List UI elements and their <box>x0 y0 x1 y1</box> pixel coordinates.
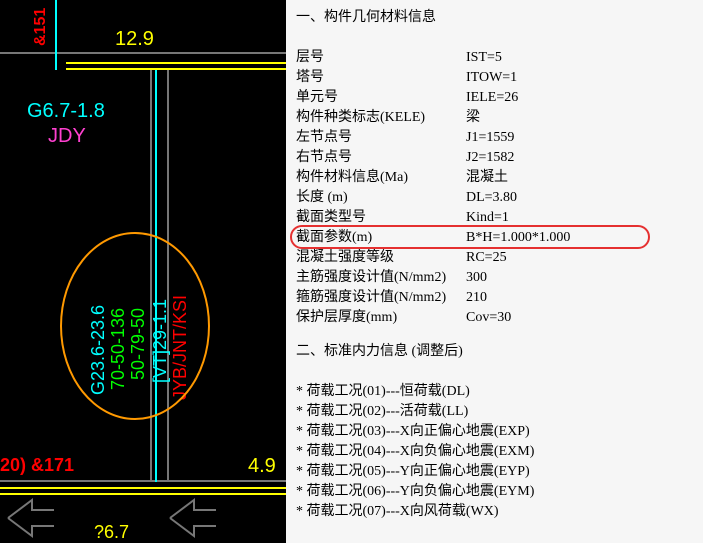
loadcase-row: * 荷载工况(06)---Y向负偏心地震(EYM) <box>296 482 693 502</box>
property-label: 箍筋强度设计值(N/mm2) <box>296 288 466 308</box>
property-row: 构件种类标志(KELE)梁 <box>296 108 693 128</box>
property-row: 保护层厚度(mm)Cov=30 <box>296 308 693 328</box>
cad-label-col2: 70-50-136 <box>108 308 129 390</box>
property-value: B*H=1.000*1.000 <box>466 228 693 248</box>
cad-label-col3: 50-79-50 <box>128 308 149 380</box>
loadcase-rows: * 荷载工况(01)---恒荷载(DL)* 荷载工况(02)---活荷载(LL)… <box>296 382 693 522</box>
property-label: 构件材料信息(Ma) <box>296 168 466 188</box>
loadcase-row: * 荷载工况(05)---Y向正偏心地震(EYP) <box>296 462 693 482</box>
cad-line <box>0 487 286 489</box>
property-value: 300 <box>466 268 693 288</box>
cad-label-col1: G23.6-23.6 <box>88 305 109 395</box>
cad-label-gdim: G6.7-1.8 <box>27 100 105 123</box>
property-row: 混凝土强度等级RC=25 <box>296 248 693 268</box>
cad-label-topleft: &151 <box>32 8 50 46</box>
cad-label-jdy: JDY <box>48 125 86 148</box>
property-label: 保护层厚度(mm) <box>296 308 466 328</box>
property-row: 层号IST=5 <box>296 48 693 68</box>
loadcase-row: * 荷载工况(02)---活荷载(LL) <box>296 402 693 422</box>
property-label: 主筋强度设计值(N/mm2) <box>296 268 466 288</box>
arrow-icon <box>168 498 218 540</box>
property-value: IST=5 <box>466 48 693 68</box>
arrow-icon <box>6 498 56 540</box>
property-label: 构件种类标志(KELE) <box>296 108 466 128</box>
property-label: 层号 <box>296 48 466 68</box>
cad-label-botnum2: ?6.7 <box>94 522 129 543</box>
cad-label-topnum: 12.9 <box>115 28 154 51</box>
property-value: Cov=30 <box>466 308 693 328</box>
cad-line <box>155 70 157 482</box>
loadcase-row: * 荷载工况(01)---恒荷载(DL) <box>296 382 693 402</box>
cad-line <box>0 52 286 54</box>
property-value: 210 <box>466 288 693 308</box>
section1-title: 一、构件几何材料信息 <box>296 8 693 28</box>
property-row: 截面参数(m)B*H=1.000*1.000 <box>296 228 693 248</box>
property-value: J1=1559 <box>466 128 693 148</box>
section2-title: 二、标准内力信息 (调整后) <box>296 342 693 362</box>
property-label: 单元号 <box>296 88 466 108</box>
property-label: 右节点号 <box>296 148 466 168</box>
property-label: 截面参数(m) <box>296 228 466 248</box>
property-value: J2=1582 <box>466 148 693 168</box>
property-value: Kind=1 <box>466 208 693 228</box>
property-row: 右节点号J2=1582 <box>296 148 693 168</box>
loadcase-row: * 荷载工况(03)---X向正偏心地震(EXP) <box>296 422 693 442</box>
property-row: 箍筋强度设计值(N/mm2)210 <box>296 288 693 308</box>
cad-line <box>55 0 57 70</box>
cad-line <box>0 480 286 482</box>
property-row: 塔号ITOW=1 <box>296 68 693 88</box>
property-value: 梁 <box>466 108 693 128</box>
cad-viewport[interactable]: &151 12.9 G6.7-1.8 JDY G23.6-23.6 70-50-… <box>0 0 286 543</box>
cad-line <box>66 62 286 64</box>
property-row: 主筋强度设计值(N/mm2)300 <box>296 268 693 288</box>
cad-label-botnum1: 4.9 <box>248 455 276 478</box>
property-value: 混凝土 <box>466 168 693 188</box>
property-row: 截面类型号Kind=1 <box>296 208 693 228</box>
cad-line <box>150 70 152 482</box>
property-label: 左节点号 <box>296 128 466 148</box>
info-panel: 一、构件几何材料信息 层号IST=5塔号ITOW=1单元号IELE=26构件种类… <box>286 0 703 543</box>
cad-line <box>167 70 169 482</box>
property-row: 构件材料信息(Ma)混凝土 <box>296 168 693 188</box>
cad-label-botleft: 20) &171 <box>0 455 74 476</box>
cad-label-col4: [VT]29-1.1 <box>150 299 171 383</box>
cad-line <box>66 68 286 70</box>
property-label: 长度 (m) <box>296 188 466 208</box>
property-value: RC=25 <box>466 248 693 268</box>
property-label: 混凝土强度等级 <box>296 248 466 268</box>
property-row: 长度 (m)DL=3.80 <box>296 188 693 208</box>
cad-label-col5: JYB/JNT/KSI <box>170 295 191 400</box>
loadcase-row: * 荷载工况(07)---X向风荷载(WX) <box>296 502 693 522</box>
property-row: 单元号IELE=26 <box>296 88 693 108</box>
property-row: 左节点号J1=1559 <box>296 128 693 148</box>
property-label: 截面类型号 <box>296 208 466 228</box>
property-value: IELE=26 <box>466 88 693 108</box>
cad-line <box>0 493 286 495</box>
property-label: 塔号 <box>296 68 466 88</box>
property-rows: 层号IST=5塔号ITOW=1单元号IELE=26构件种类标志(KELE)梁左节… <box>296 48 693 328</box>
loadcase-row: * 荷载工况(04)---X向负偏心地震(EXM) <box>296 442 693 462</box>
property-value: ITOW=1 <box>466 68 693 88</box>
property-value: DL=3.80 <box>466 188 693 208</box>
